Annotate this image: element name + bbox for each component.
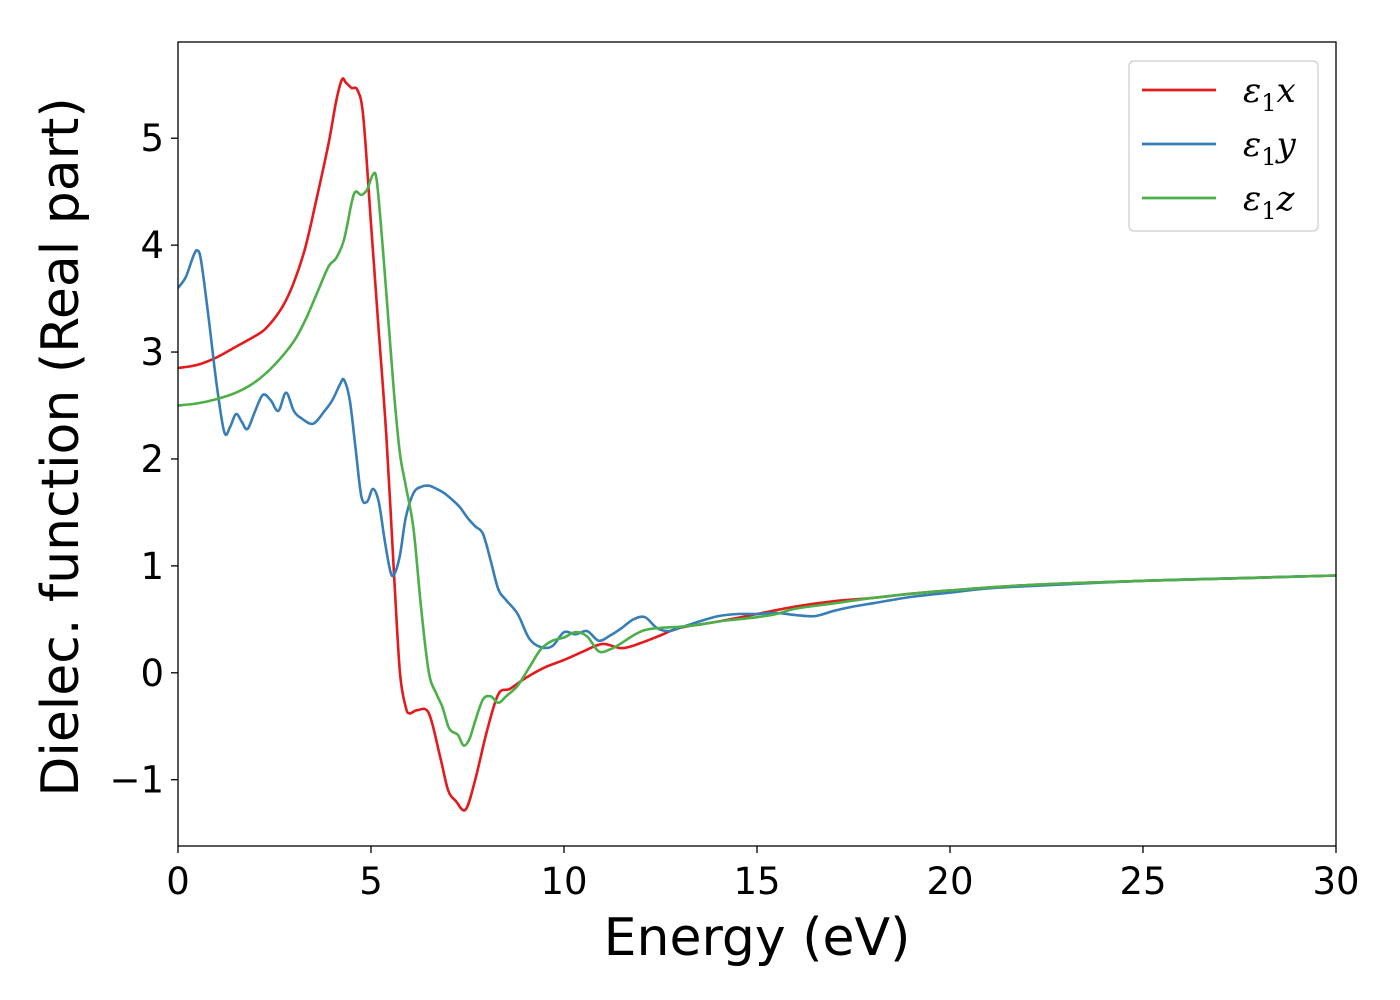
x-tick-label: 30	[1312, 860, 1359, 903]
x-tick-label: 10	[540, 860, 587, 903]
y-tick-label: 5	[140, 117, 164, 160]
x-axis-ticks: 0 5 10 15 20 25 30	[166, 846, 1360, 903]
y-tick-label: 3	[140, 331, 164, 374]
x-tick-label: 20	[926, 860, 973, 903]
series-line-x	[178, 77, 1336, 812]
legend-label: ε1x	[1243, 71, 1296, 117]
y-axis-title: Dielec. function (Real part)	[31, 97, 91, 796]
series-group	[178, 77, 1336, 812]
y-tick-label: 0	[140, 652, 164, 695]
plot-area	[177, 41, 1337, 847]
y-tick-label: 4	[140, 224, 164, 267]
legend-frame	[1128, 60, 1319, 232]
y-tick-label: 1	[140, 545, 164, 588]
x-tick-label: 25	[1119, 860, 1166, 903]
legend-item-x: ε1x	[1142, 71, 1296, 117]
legend-item-y: ε1y	[1142, 125, 1297, 171]
x-axis-title: Energy (eV)	[604, 908, 911, 968]
series-line-z	[178, 171, 1336, 747]
legend-label: ε1y	[1243, 125, 1297, 171]
legend-item-z: ε1z	[1142, 179, 1296, 225]
y-tick-label: 2	[140, 438, 164, 481]
y-axis-ticks: −1 0 1 2 3 4 5	[109, 117, 178, 802]
x-tick-label: 5	[359, 860, 383, 903]
x-tick-label: 0	[166, 860, 190, 903]
legend: ε1x ε1y ε1z	[1128, 60, 1319, 232]
legend-label: ε1z	[1243, 179, 1296, 225]
y-tick-label: −1	[109, 759, 164, 802]
x-tick-label: 15	[733, 860, 780, 903]
series-line-y	[178, 248, 1336, 650]
